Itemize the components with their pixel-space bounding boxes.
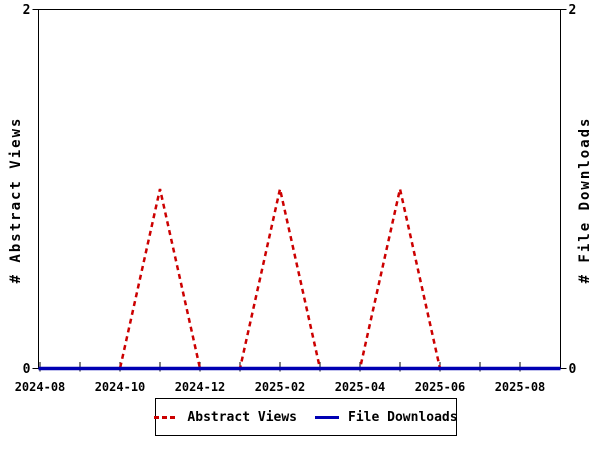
y-tick-label-right: 2 xyxy=(569,3,577,18)
y-tick-label-left: 0 xyxy=(23,362,31,377)
y-tick-label-left: 2 xyxy=(23,3,31,18)
legend-label-file-downloads: File Downloads xyxy=(348,409,458,425)
x-tick-label: 2025-08 xyxy=(495,380,546,394)
legend: Abstract Views File Downloads xyxy=(154,398,458,436)
x-tick-label: 2025-06 xyxy=(415,380,466,394)
plot-border xyxy=(38,9,561,369)
x-tick-label: 2024-12 xyxy=(175,380,226,394)
y-axis-label-file-downloads: # File Downloads xyxy=(577,116,593,284)
abstract-views-line xyxy=(40,188,520,370)
legend-label-abstract-views: Abstract Views xyxy=(187,409,297,425)
legend-entry-abstract-views: Abstract Views xyxy=(154,410,297,425)
x-tick-label: 2025-02 xyxy=(255,380,306,394)
x-tick-label: 2024-08 xyxy=(15,380,66,394)
legend-entry-file-downloads: File Downloads xyxy=(315,410,458,425)
x-tick-label: 2024-10 xyxy=(95,380,146,394)
x-tick-label: 2025-04 xyxy=(335,380,386,394)
y-axis-label-abstract-views: # Abstract Views xyxy=(8,116,24,284)
y-tick-label-right: 0 xyxy=(569,362,577,377)
solid-line-sample-icon xyxy=(315,415,339,419)
dashed-line-sample-icon xyxy=(154,415,179,419)
